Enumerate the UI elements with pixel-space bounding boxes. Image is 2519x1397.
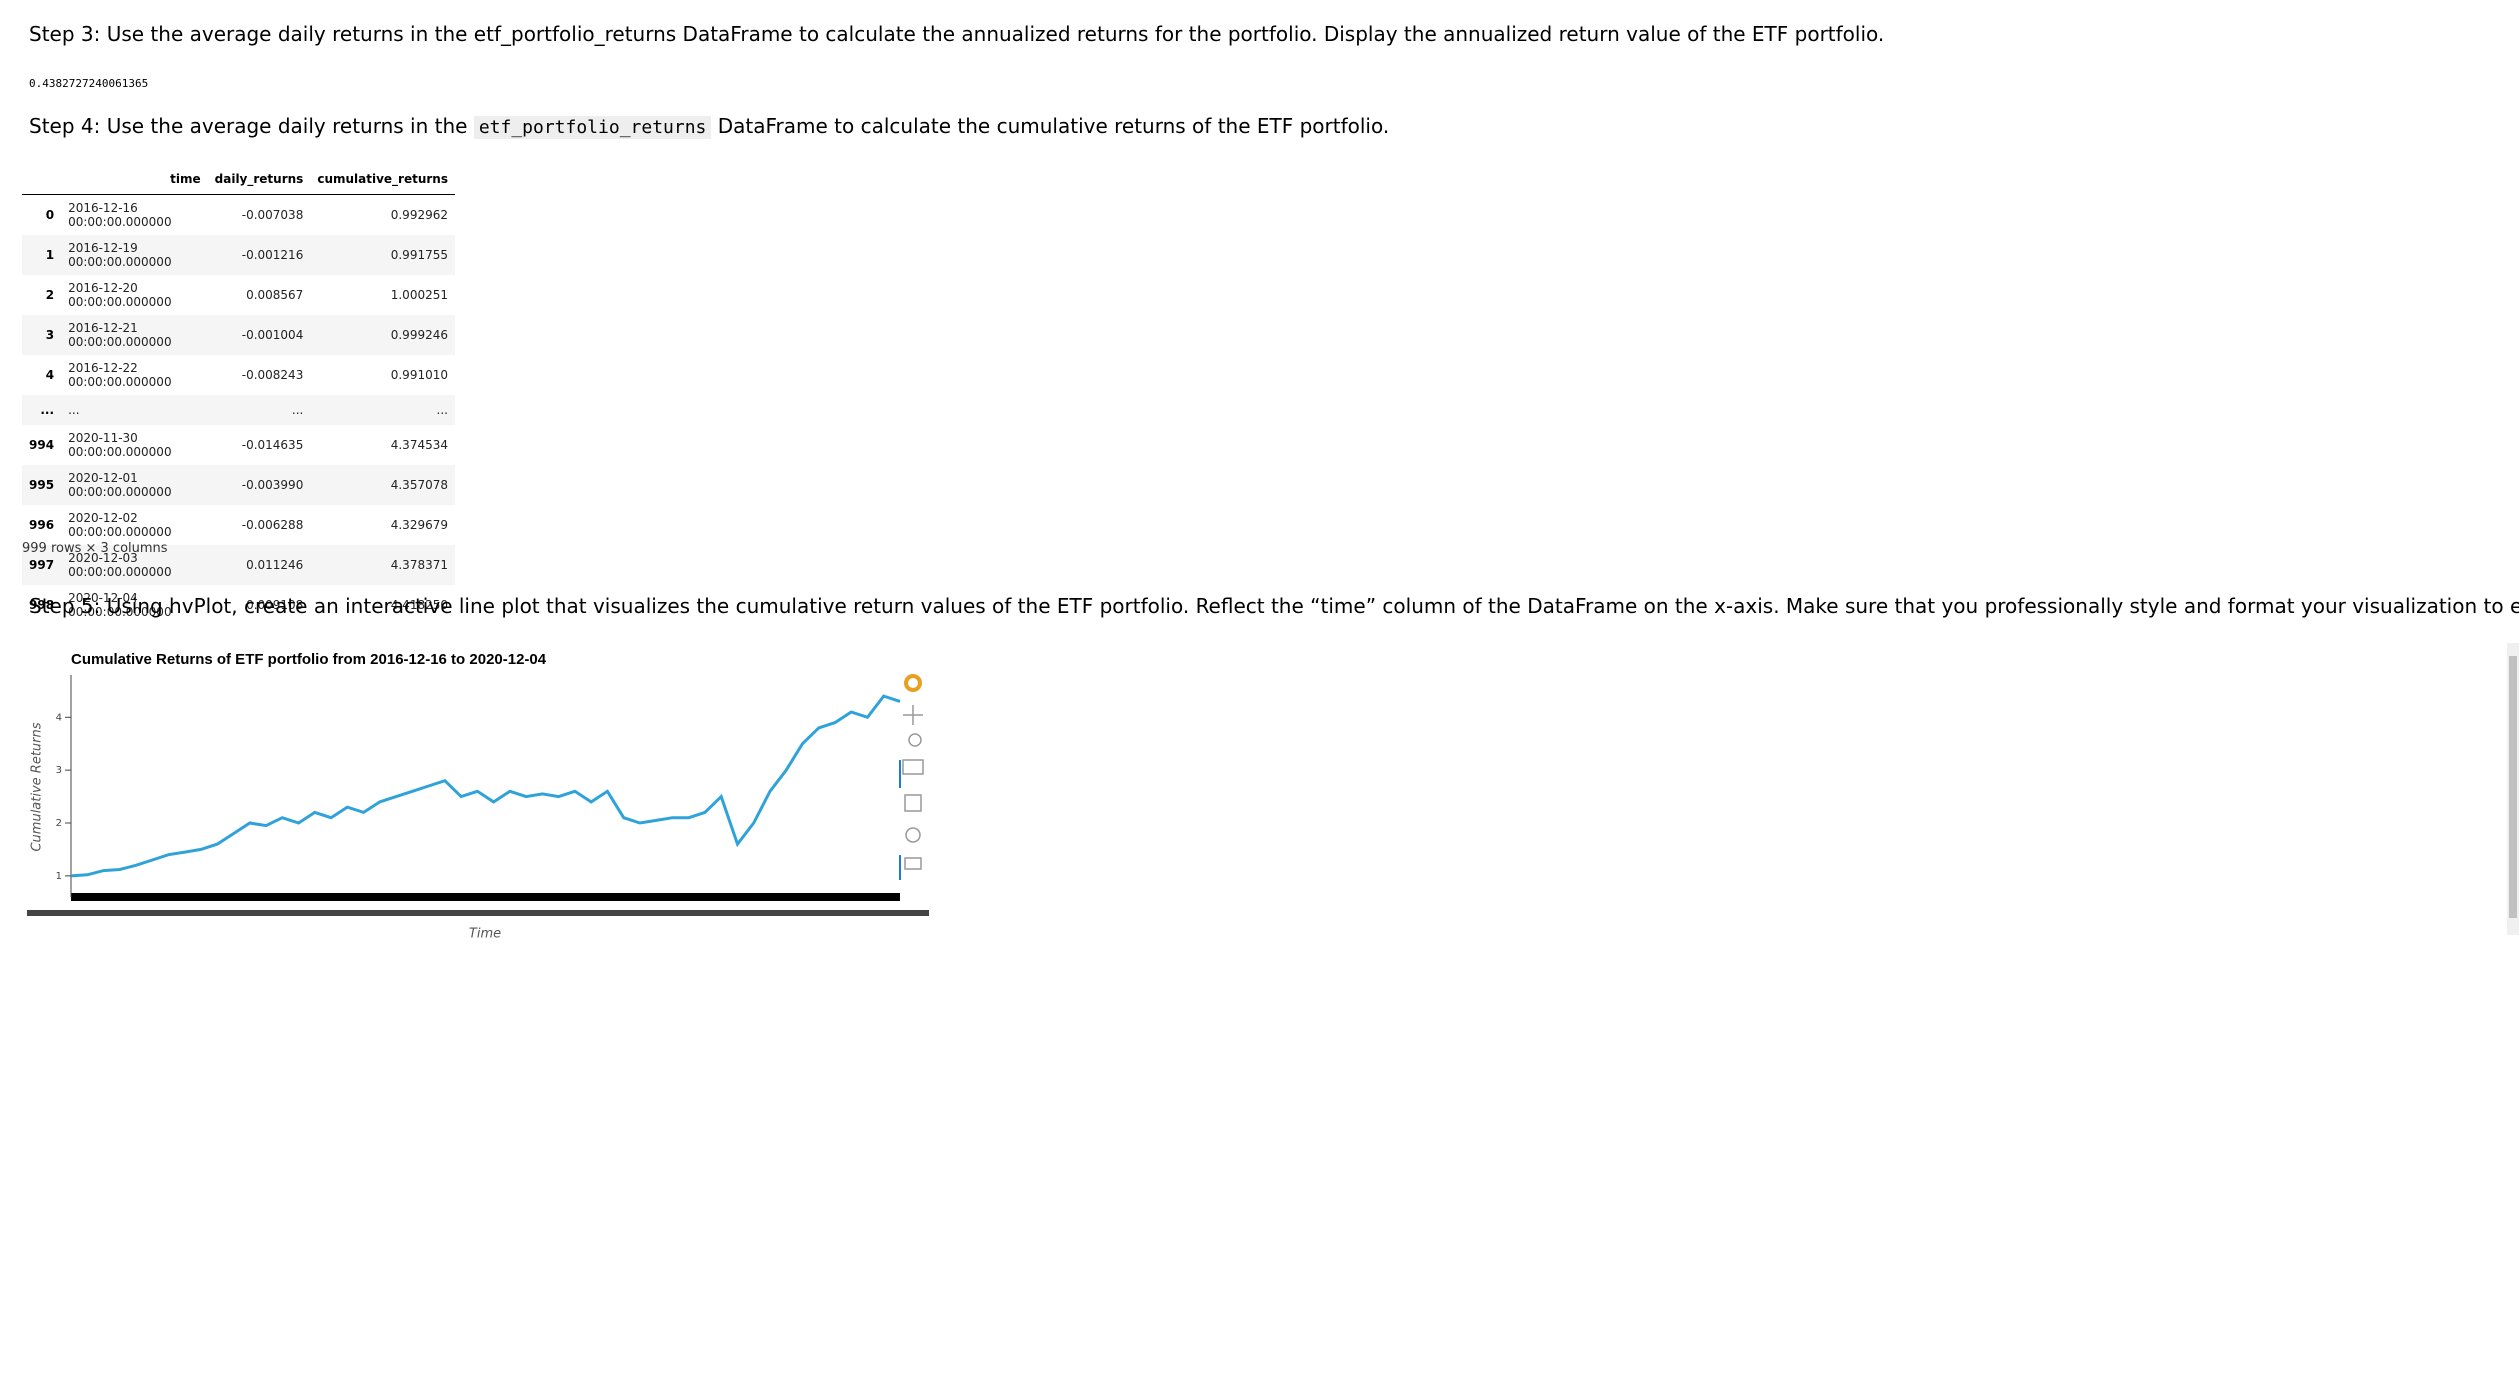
- y-tick-label: 4: [56, 712, 62, 723]
- cell: 2020-12-03 00:00:00.000000: [61, 545, 208, 585]
- cell: ...: [207, 395, 311, 425]
- step-5: Step 5: Using hvPlot, create an interact…: [29, 594, 2519, 618]
- step-4-text: DataFrame to calculate the cumulative re…: [717, 114, 1390, 138]
- row-index: 2: [45, 288, 55, 302]
- cell: 0.009108: [246, 598, 304, 612]
- cell: 2020-11-30 00:00:00.000000: [68, 431, 172, 459]
- table-row: 3 2016-12-21 00:00:00.000000 -0.001004 0.99…: [22, 315, 455, 355]
- table-row: 0 2016-12-16 00:00:00.000000 -0.007038 0.99…: [22, 195, 455, 236]
- row-index: 994: [29, 438, 55, 452]
- y-tick-label: 2: [56, 818, 62, 829]
- cell: -0.003990: [207, 465, 311, 505]
- table-row: 2 2016-12-20 00:00:00.000000 0.008567 1.000…: [22, 275, 455, 315]
- scrollbar-h: [27, 910, 929, 916]
- zoom-tool[interactable]: [908, 733, 922, 747]
- cell: ...: [310, 395, 455, 425]
- cell: 0.999246: [310, 315, 455, 355]
- cell: 4.378371: [310, 545, 455, 585]
- step-4: Step 4: Use the average daily returns in…: [29, 114, 1390, 139]
- table-row: 997 2020-12-03 00:00:00.000000 0.011246 4.3…: [22, 545, 455, 585]
- row-index: ...: [22, 395, 62, 425]
- step-4-text: Step 4: Use the average daily returns in…: [29, 114, 468, 138]
- column-header: daily_returns: [207, 164, 311, 195]
- y-tick-label: 1: [56, 871, 62, 882]
- row-index: 998: [29, 598, 55, 612]
- output: 0.4382727240061365: [29, 77, 149, 90]
- dataframe: time daily_returns cumulative_returns 0 2016…: [22, 164, 455, 625]
- cell: -0.006288: [241, 518, 304, 532]
- hover-tool[interactable]: [904, 857, 922, 870]
- index-header: [22, 164, 62, 195]
- x-axis-bar: [71, 893, 900, 901]
- cell: -0.014635: [241, 438, 304, 452]
- cell: 0.991755: [310, 235, 455, 275]
- cell: 2020-12-04 00:00:00.000000: [68, 591, 172, 619]
- y-axis-label: Cumulative Returns: [30, 722, 45, 851]
- cell: 4.374534: [390, 438, 448, 452]
- reset-tool[interactable]: [905, 827, 921, 843]
- cell: -0.007038: [241, 208, 304, 222]
- column-header: cumulative_returns: [310, 164, 455, 195]
- code: etf_portfolio_returns: [473, 116, 712, 139]
- cell: 0.992962: [390, 208, 448, 222]
- cell: 2020-12-01 00:00:00.000000: [61, 465, 208, 505]
- cell: 2016-12-19 00:00:00.000000: [61, 235, 208, 275]
- cell: 2016-12-16 00:00:00.000000: [68, 201, 172, 229]
- row-index: 0: [45, 208, 55, 222]
- bokeh-logo[interactable]: [904, 674, 922, 692]
- table-row: ............: [22, 395, 455, 425]
- header-row: time daily_returns cumulative_returns: [22, 164, 455, 195]
- table-row: 994 2020-11-30 00:00:00.000000 -0.014635 4.…: [22, 425, 455, 465]
- cell: 4.329679: [390, 518, 448, 532]
- cell: -0.008243: [241, 368, 304, 382]
- row-index: 995: [22, 465, 62, 505]
- pan-tool[interactable]: [903, 705, 923, 725]
- cell: 0.008567: [246, 288, 304, 302]
- cell: 2016-12-21 00:00:00.000000: [61, 315, 208, 355]
- cell: 0.991010: [390, 368, 448, 382]
- cell: 2020-12-02 00:00:00.000000: [68, 511, 172, 539]
- step-3: Step 3: Use the average daily returns in…: [29, 22, 1885, 46]
- table-row: 998 2020-12-04 00:00:00.000000 0.009108 4.4…: [22, 585, 455, 625]
- cell: 4.418250: [390, 598, 448, 612]
- row-index: 996: [29, 518, 55, 532]
- row-index: 3: [22, 315, 62, 355]
- row-index: 997: [22, 545, 62, 585]
- save-tool[interactable]: [904, 794, 922, 812]
- x-axis-label: Time: [469, 927, 501, 942]
- cell: 2016-12-22 00:00:00.000000: [68, 361, 172, 389]
- row-index: 4: [45, 368, 55, 382]
- table-caption: 999 rows × 3 columns: [22, 541, 168, 556]
- cell: ...: [61, 395, 208, 425]
- cell: 2016-12-20 00:00:00.000000: [68, 281, 172, 309]
- cell: -0.001216: [207, 235, 311, 275]
- table-row: 995 2020-12-01 00:00:00.000000 -0.003990 4.…: [22, 465, 455, 505]
- chart-title: Cumulative Returns of ETF portfolio from…: [71, 651, 547, 668]
- y-tick-label: 3: [56, 765, 62, 776]
- cell: 0.011246: [207, 545, 311, 585]
- table-row: 996 2020-12-02 00:00:00.000000 -0.006288 4.…: [22, 505, 455, 545]
- wheel-zoom-tool[interactable]: [902, 759, 924, 775]
- cell: -0.001004: [207, 315, 311, 355]
- scrollbar-thumb[interactable]: [2509, 656, 2517, 918]
- toolbar: [899, 674, 924, 880]
- table-row: 4 2016-12-22 00:00:00.000000 -0.008243 0.99…: [22, 355, 455, 395]
- cell: 4.357078: [310, 465, 455, 505]
- column-header: time: [61, 164, 208, 195]
- cell: 1.000251: [390, 288, 448, 302]
- row-index: 1: [22, 235, 62, 275]
- series-line: [70, 694, 901, 878]
- table-row: 1 2016-12-19 00:00:00.000000 -0.001216 0.99…: [22, 235, 455, 275]
